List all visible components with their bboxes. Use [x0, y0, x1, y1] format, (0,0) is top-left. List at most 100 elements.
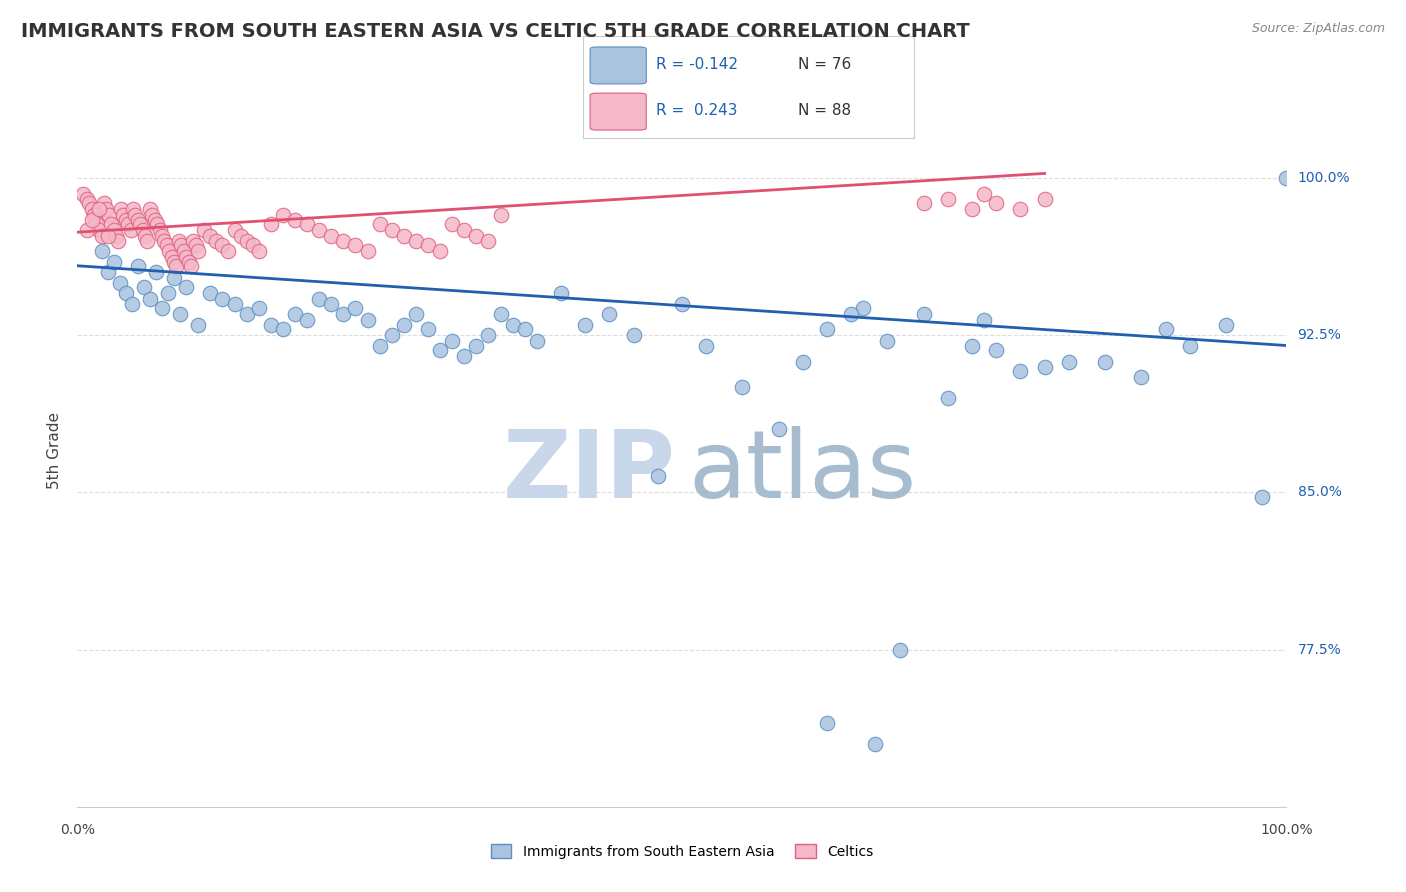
Point	[114, 212, 136, 227]
Point	[97, 208, 120, 222]
Point	[156, 237, 179, 252]
Point	[429, 343, 451, 357]
Point	[1251, 490, 1274, 504]
Point	[1010, 202, 1032, 216]
Point	[127, 259, 149, 273]
Point	[416, 322, 439, 336]
Point	[121, 296, 143, 310]
Point	[139, 293, 162, 307]
Point	[110, 202, 132, 216]
Point	[136, 234, 159, 248]
Point	[260, 217, 283, 231]
Point	[381, 328, 404, 343]
Point	[1033, 192, 1056, 206]
Point	[489, 208, 512, 222]
Point	[502, 318, 524, 332]
Point	[173, 244, 195, 258]
Point	[96, 265, 118, 279]
Point	[187, 244, 209, 258]
Point	[815, 322, 838, 336]
Point	[271, 322, 294, 336]
Point	[321, 229, 343, 244]
FancyBboxPatch shape	[591, 47, 647, 84]
Point	[260, 318, 283, 332]
Point	[792, 355, 814, 369]
Point	[284, 307, 307, 321]
Point	[839, 307, 862, 321]
Point	[392, 229, 415, 244]
Point	[441, 334, 464, 349]
Point	[368, 217, 391, 231]
Point	[768, 422, 790, 436]
Point	[150, 301, 173, 315]
Point	[671, 296, 693, 310]
Point	[200, 286, 222, 301]
Point	[180, 259, 202, 273]
Point	[153, 234, 176, 248]
Point	[1275, 170, 1298, 185]
Point	[76, 223, 98, 237]
Point	[381, 223, 404, 237]
Point	[936, 192, 959, 206]
Point	[295, 217, 318, 231]
Point	[107, 234, 129, 248]
Text: IMMIGRANTS FROM SOUTH EASTERN ASIA VS CELTIC 5TH GRADE CORRELATION CHART: IMMIGRANTS FROM SOUTH EASTERN ASIA VS CE…	[21, 22, 970, 41]
Point	[477, 234, 499, 248]
Point	[936, 391, 959, 405]
Point	[86, 217, 108, 231]
Point	[117, 217, 139, 231]
Point	[344, 237, 367, 252]
Point	[865, 737, 887, 751]
Point	[889, 643, 911, 657]
Point	[1033, 359, 1056, 374]
Point	[647, 468, 669, 483]
Point	[148, 223, 170, 237]
Point	[1215, 318, 1237, 332]
Point	[1154, 322, 1177, 336]
Point	[477, 328, 499, 343]
Point	[235, 307, 257, 321]
Point	[177, 254, 200, 268]
Point	[242, 237, 264, 252]
Point	[76, 192, 98, 206]
Point	[912, 195, 935, 210]
Point	[960, 338, 983, 352]
Point	[332, 234, 354, 248]
Point	[157, 244, 180, 258]
Point	[405, 307, 427, 321]
Point	[120, 223, 142, 237]
Point	[166, 259, 188, 273]
Point	[84, 212, 107, 227]
Point	[105, 229, 128, 244]
Point	[368, 338, 391, 352]
Point	[912, 307, 935, 321]
Point	[150, 229, 173, 244]
Point	[131, 223, 153, 237]
Point	[83, 208, 105, 222]
Point	[731, 380, 754, 394]
Point	[405, 234, 427, 248]
Point	[986, 343, 1008, 357]
Point	[193, 223, 215, 237]
Point	[127, 212, 149, 227]
Point	[465, 338, 488, 352]
Point	[90, 244, 112, 258]
Text: 85.0%: 85.0%	[1298, 485, 1341, 500]
Point	[392, 318, 415, 332]
Text: N = 88: N = 88	[799, 103, 852, 118]
Point	[80, 212, 103, 227]
Point	[284, 212, 307, 227]
Point	[112, 208, 135, 222]
Text: 100.0%: 100.0%	[1298, 170, 1350, 185]
Point	[224, 296, 246, 310]
Point	[96, 202, 118, 216]
Point	[205, 234, 228, 248]
Point	[143, 212, 166, 227]
Point	[550, 286, 572, 301]
Point	[100, 217, 122, 231]
Y-axis label: 5th Grade: 5th Grade	[46, 412, 62, 489]
Text: ZIP: ZIP	[503, 425, 676, 518]
Point	[815, 716, 838, 731]
Point	[114, 286, 136, 301]
Point	[146, 217, 169, 231]
